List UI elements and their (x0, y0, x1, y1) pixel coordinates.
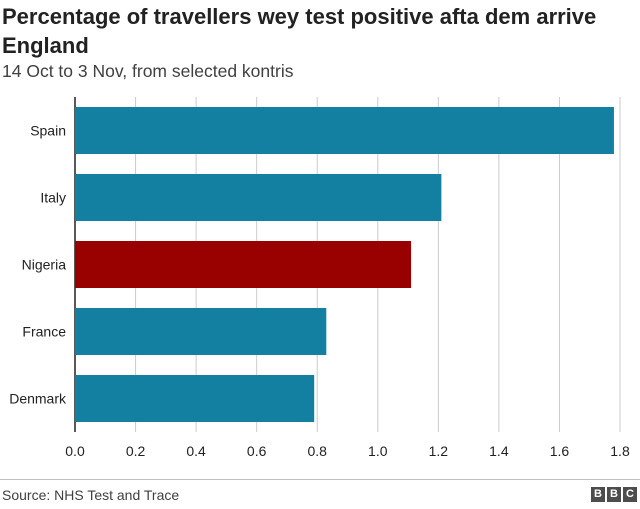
x-tick-label: 0.8 (307, 443, 327, 459)
bar-denmark (75, 375, 315, 422)
bar-nigeria (75, 241, 412, 288)
category-label: Italy (40, 190, 66, 206)
x-tick-label: 0.2 (126, 443, 146, 459)
x-tick-label: 0.0 (65, 443, 85, 459)
logo-letter: C (623, 487, 637, 502)
chart-title: Percentage of travellers wey test positi… (2, 4, 597, 58)
x-tick-label: 1.4 (489, 443, 509, 459)
footer-divider (0, 479, 640, 480)
bars (75, 107, 614, 422)
category-label: Denmark (9, 391, 67, 407)
x-tick-labels: 0.0 0.2 0.4 0.6 0.8 1.0 1.2 1.4 1.6 1.8 (65, 443, 630, 459)
chart-subtitle: 14 Oct to 3 Nov, from selected kontris (2, 61, 294, 81)
x-tick-label: 0.6 (247, 443, 267, 459)
x-tick-label: 1.2 (429, 443, 449, 459)
logo-letter: B (591, 487, 605, 502)
logo-letter: B (607, 487, 621, 502)
x-tick-label: 1.0 (368, 443, 388, 459)
bar-spain (75, 107, 614, 154)
category-label: Nigeria (22, 257, 67, 273)
category-label: Spain (30, 123, 66, 139)
x-tick-label: 0.4 (186, 443, 206, 459)
x-tick-label: 1.8 (610, 443, 630, 459)
source-note: Source: NHS Test and Trace (2, 487, 180, 503)
category-labels: Spain Italy Nigeria France Denmark (9, 123, 67, 407)
bar-france (75, 308, 327, 355)
bar-italy (75, 174, 442, 221)
bbc-logo: B B C (591, 487, 637, 502)
x-tick-label: 1.6 (550, 443, 570, 459)
category-label: France (22, 324, 66, 340)
bar-chart: Spain Italy Nigeria France Denmark 0.0 0.2 0.4… (9, 97, 630, 459)
